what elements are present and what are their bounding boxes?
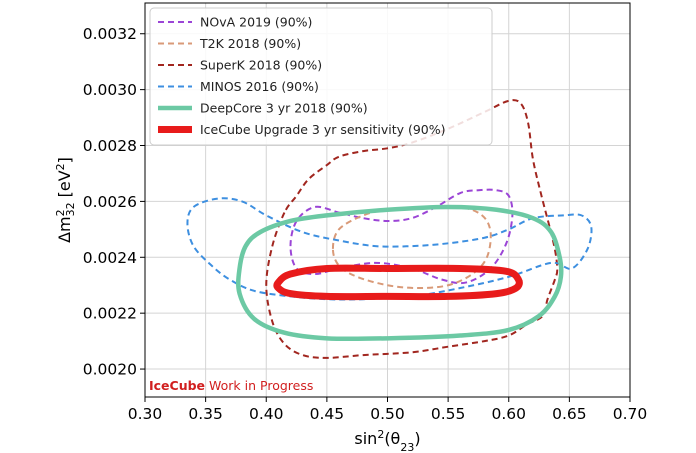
legend-label-deepcore-3-yr-2018-90: DeepCore 3 yr 2018 (90%) [200, 101, 368, 116]
axis-ticks: 0.30 0.35 0.40 0.45 0.50 0.55 0.60 0.65 0.70 0.00… [83, 25, 648, 423]
y-tick-label: 0.0026 [83, 193, 137, 211]
legend-label-t2k-2018-90: T2K 2018 (90%) [199, 36, 301, 51]
x-tick-label: 0.70 [613, 405, 648, 423]
contour-icecube-upgrade-3-yr-sensitivity-90 [273, 264, 523, 301]
annotation-brand: IceCube [149, 378, 205, 393]
y-tick-label: 0.0024 [83, 249, 137, 267]
x-tick-label: 0.35 [188, 405, 223, 423]
x-tick-label: 0.60 [491, 405, 526, 423]
y-tick-label: 0.0028 [83, 137, 137, 155]
y-tick-label: 0.0032 [83, 25, 137, 43]
contour-deepcore-3-yr-2018-90 [235, 204, 564, 342]
legend-label-minos-2016-90: MINOS 2016 (90%) [200, 79, 319, 94]
legend: NOvA 2019 (90%) T2K 2018 (90%) SuperK 2018… [149, 7, 493, 146]
y-tick-label: 0.0022 [83, 305, 137, 323]
y-tick-label: 0.0030 [83, 81, 137, 99]
contour-nova-2019-90 [289, 188, 514, 285]
annotation-text: Work in Progress [205, 378, 313, 393]
x-tick-label: 0.65 [552, 405, 587, 423]
x-tick-label: 0.50 [370, 405, 405, 423]
y-tick-label: 0.0020 [83, 361, 137, 379]
x-tick-label: 0.55 [431, 405, 466, 423]
work-in-progress-annotation: IceCube Work in Progress [149, 378, 313, 393]
y-axis-title: Δm232[eV2] [54, 157, 77, 243]
x-tick-label: 0.30 [128, 405, 163, 423]
x-tick-label: 0.40 [249, 405, 284, 423]
legend-label-superk-2018-90: SuperK 2018 (90%) [200, 58, 322, 73]
series-layer [186, 99, 593, 359]
x-tick-label: 0.45 [310, 405, 345, 423]
legend-label-nova-2019-90: NOvA 2019 (90%) [200, 15, 312, 30]
contour-minos-2016-90 [186, 197, 593, 301]
legend-box [149, 7, 493, 146]
x-axis-title: sin2(θ23) [354, 428, 420, 453]
legend-label-icecube-upgrade-3-yr-sensitivity-90: IceCube Upgrade 3 yr sensitivity (90%) [200, 122, 446, 137]
